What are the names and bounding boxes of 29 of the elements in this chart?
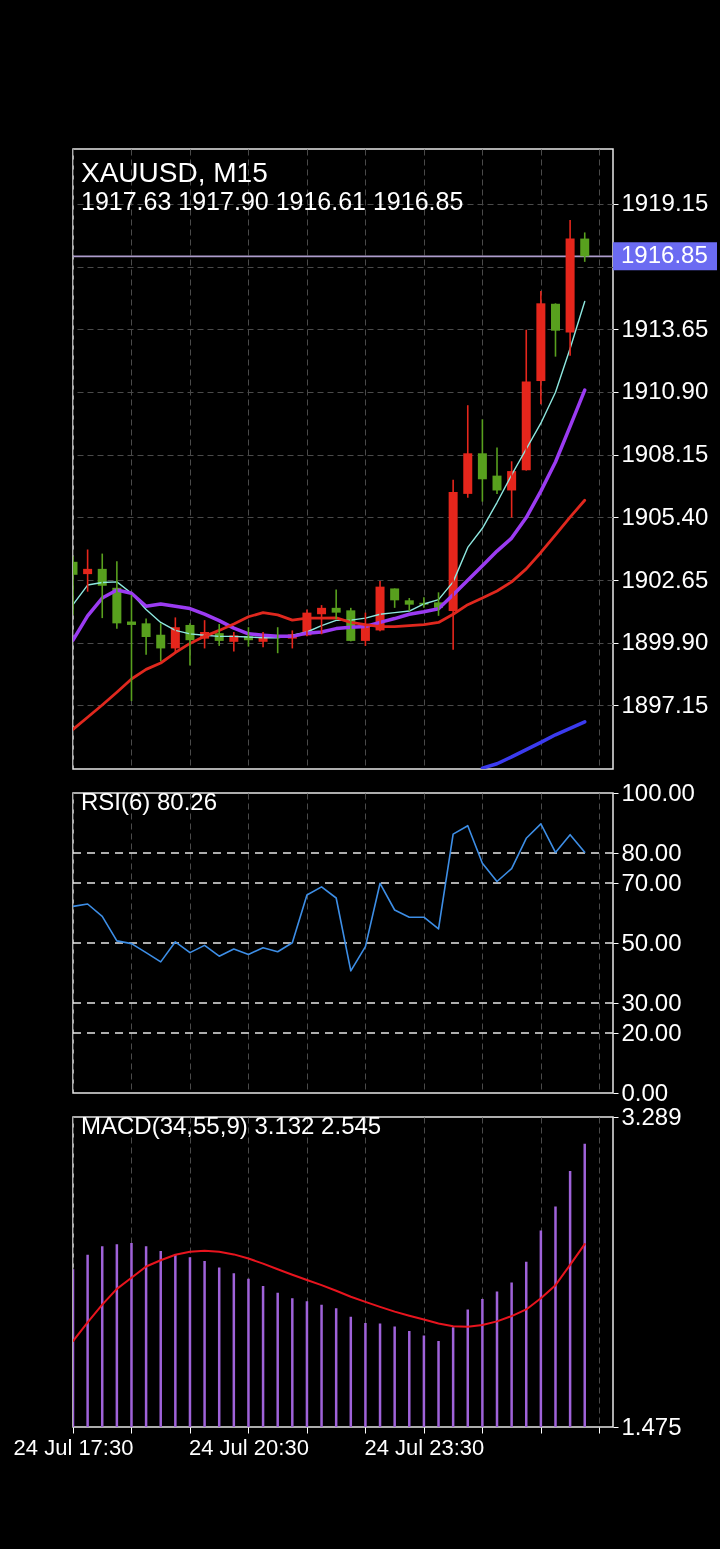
y-tick-label: 1908.15	[621, 440, 709, 468]
x-tick-label: 24 Jul 17:30	[13, 1434, 134, 1460]
y-tick-label: 1.475	[621, 1412, 682, 1440]
y-tick-label: 70.00	[621, 868, 682, 896]
y-tick-label: 1897.15	[621, 690, 709, 718]
line-series	[73, 388, 587, 642]
line-series	[73, 823, 586, 972]
candlestick	[390, 587, 400, 609]
chart-title: XAUUSD, M15	[81, 157, 268, 188]
y-tick-label: 1910.90	[621, 377, 709, 405]
y-tick-label: 1913.65	[621, 314, 709, 342]
chart-title: RSI(6) 80.26	[81, 788, 218, 815]
x-tick-label: 24 Jul 20:30	[189, 1434, 309, 1460]
y-tick-label: 20.00	[621, 1018, 682, 1046]
y-tick-label: 1905.40	[621, 502, 709, 530]
line-series	[480, 720, 587, 769]
y-tick-label: 1902.65	[621, 565, 709, 593]
y-tick-label: 50.00	[621, 928, 682, 956]
y-tick-label: 1899.90	[621, 628, 709, 656]
ref-line-label: 1916.85	[621, 241, 708, 269]
y-tick-label: 80.00	[621, 838, 682, 866]
chart-title: MACD(34,55,9) 3.132 2.545	[81, 1112, 382, 1139]
y-tick-label: 30.00	[621, 988, 682, 1016]
text: 1917.63 1917.90 1916.61 1916.85	[81, 187, 464, 215]
y-tick-label: 1919.15	[621, 189, 709, 217]
line-series	[73, 1243, 586, 1343]
y-tick-label: 100.00	[621, 778, 695, 806]
x-tick-label: 24 Jul 23:30	[364, 1434, 485, 1460]
candlestick	[404, 597, 414, 612]
